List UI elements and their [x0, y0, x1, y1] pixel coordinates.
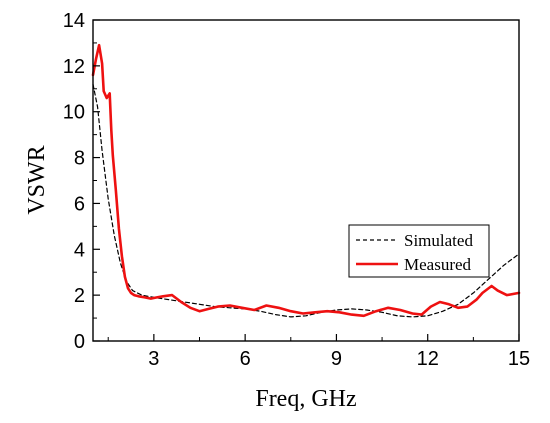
- x-axis-label: Freq, GHz: [255, 386, 356, 412]
- legend-label-measured: Measured: [404, 255, 472, 274]
- series-layer: [91, 43, 521, 318]
- y-tick-label: 8: [74, 148, 85, 170]
- y-tick-label: 12: [63, 56, 85, 78]
- y-tick-label: 2: [74, 285, 85, 307]
- y-tick-label: 10: [63, 102, 85, 124]
- legend-label-simulated: Simulated: [404, 231, 473, 250]
- series-line-measured: [91, 43, 521, 318]
- legend-box: [348, 224, 490, 278]
- x-tick-label: 6: [240, 348, 251, 370]
- x-tick-label: 12: [417, 348, 439, 370]
- x-tick-label: 9: [331, 348, 342, 370]
- plot-frame: [92, 19, 520, 342]
- tick-layer: 3 6 9 12 15 0 2 4 6 8 10 12 14: [63, 10, 530, 370]
- y-axis-label: VSWR: [24, 145, 50, 214]
- y-tick-label: 0: [74, 331, 85, 353]
- y-tick-label: 4: [74, 239, 85, 261]
- series-line-simulated: [92, 83, 520, 318]
- x-tick-label: 3: [148, 348, 159, 370]
- x-tick-label: 15: [508, 348, 530, 370]
- y-tick-label: 6: [74, 193, 85, 215]
- y-tick-label: 14: [63, 10, 85, 32]
- legend: Simulated Measured: [348, 224, 490, 278]
